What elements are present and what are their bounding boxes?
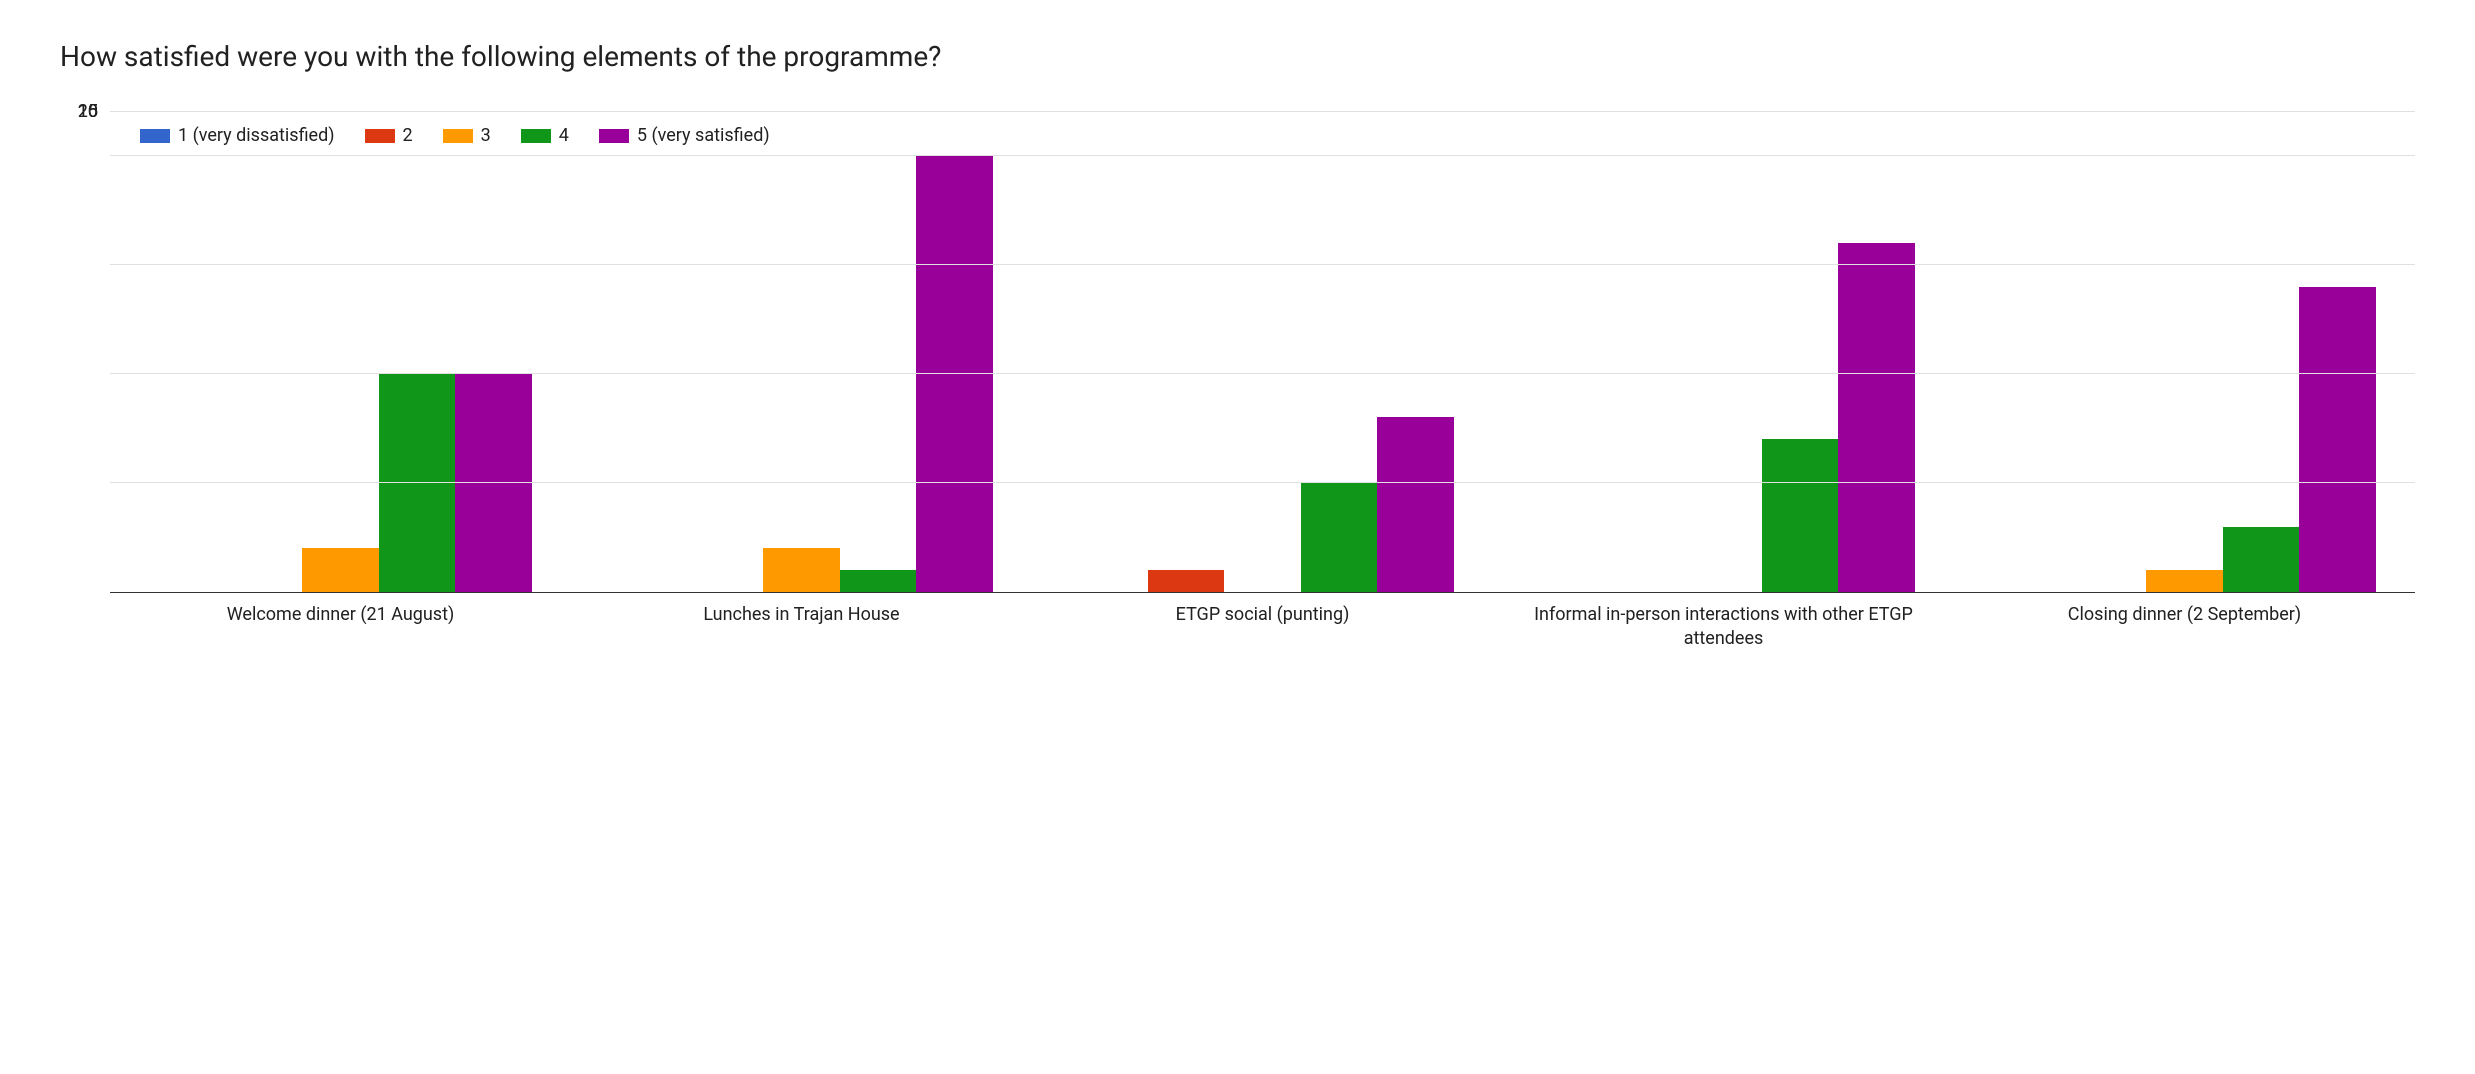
bar-group (110, 113, 571, 592)
legend-swatch (599, 129, 629, 143)
x-tick-label: Lunches in Trajan House (571, 593, 1032, 652)
gridline (110, 264, 2415, 265)
bar-group (571, 113, 1032, 592)
bar-group (1493, 113, 1954, 592)
gridline (110, 155, 2415, 156)
y-axis: 05101520 (60, 113, 110, 593)
x-tick-label: Informal in-person interactions with oth… (1493, 593, 1954, 652)
legend-label: 1 (very dissatisfied) (178, 125, 335, 146)
bar (1148, 570, 1225, 592)
legend-swatch (443, 129, 473, 143)
bar (2146, 570, 2223, 592)
bar (840, 570, 917, 592)
bar (2223, 527, 2300, 592)
bar (1838, 243, 1915, 592)
gridline (110, 373, 2415, 374)
chart-container: 1 (very dissatisfied) 2 3 4 5 (very satisfie… (60, 113, 2415, 652)
gridline (110, 111, 2415, 112)
legend-item: 3 (443, 125, 491, 146)
legend-label: 3 (481, 125, 491, 146)
x-axis: Welcome dinner (21 August)Lunches in Tra… (110, 593, 2415, 652)
legend-label: 4 (559, 125, 569, 146)
bar (1762, 439, 1839, 592)
legend-swatch (521, 129, 551, 143)
bar-group (1954, 113, 2415, 592)
legend-item: 5 (very satisfied) (599, 125, 770, 146)
legend-label: 2 (403, 125, 413, 146)
chart-title: How satisfied were you with the followin… (60, 40, 2415, 73)
x-tick-label: Closing dinner (2 September) (1954, 593, 2415, 652)
legend-swatch (140, 129, 170, 143)
plot-area (110, 113, 2415, 593)
gridline (110, 482, 2415, 483)
bar-groups (110, 113, 2415, 592)
x-tick-label: ETGP social (punting) (1032, 593, 1493, 652)
bar (2299, 287, 2376, 592)
plot-row: 05101520 (60, 113, 2415, 593)
legend-item: 2 (365, 125, 413, 146)
x-tick-label: Welcome dinner (21 August) (110, 593, 571, 652)
legend-swatch (365, 129, 395, 143)
bar (302, 548, 379, 592)
bar-group (1032, 113, 1493, 592)
legend-item: 1 (very dissatisfied) (140, 125, 335, 146)
bar (1377, 417, 1454, 592)
legend-item: 4 (521, 125, 569, 146)
bar (1301, 483, 1378, 592)
bar (763, 548, 840, 592)
legend-label: 5 (very satisfied) (637, 125, 770, 146)
legend: 1 (very dissatisfied) 2 3 4 5 (very satisfie… (140, 125, 770, 146)
